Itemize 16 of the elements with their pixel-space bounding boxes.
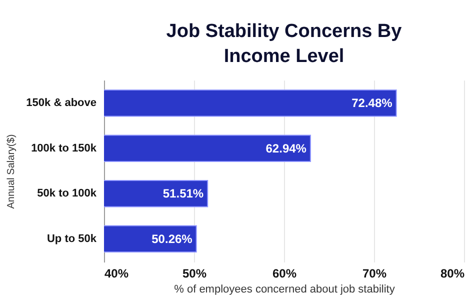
data-label: 51.51%: [162, 186, 204, 201]
data-label: 62.94%: [266, 141, 307, 156]
x-tick-label: 60%: [272, 266, 297, 280]
x-tick-label: 50%: [182, 266, 207, 280]
x-tick-label: 40%: [104, 266, 129, 280]
y-tick-label: 100k to 150k: [31, 142, 98, 154]
y-axis-title: Annual Salary($): [6, 134, 18, 209]
chart-title: Job Stability Concerns By Income Level: [166, 21, 402, 67]
y-tick-label: 150k & above: [26, 97, 96, 110]
y-tick-label: 50k to 100k: [37, 188, 98, 200]
y-tick-label: Up to 50k: [46, 232, 98, 245]
data-label: 72.48%: [352, 96, 393, 110]
x-tick-label: 70%: [362, 266, 387, 280]
data-label: 50.26%: [152, 232, 193, 246]
x-tick-label: 80%: [440, 266, 465, 280]
x-axis-title: % of employees concerned about job stability: [174, 284, 396, 295]
